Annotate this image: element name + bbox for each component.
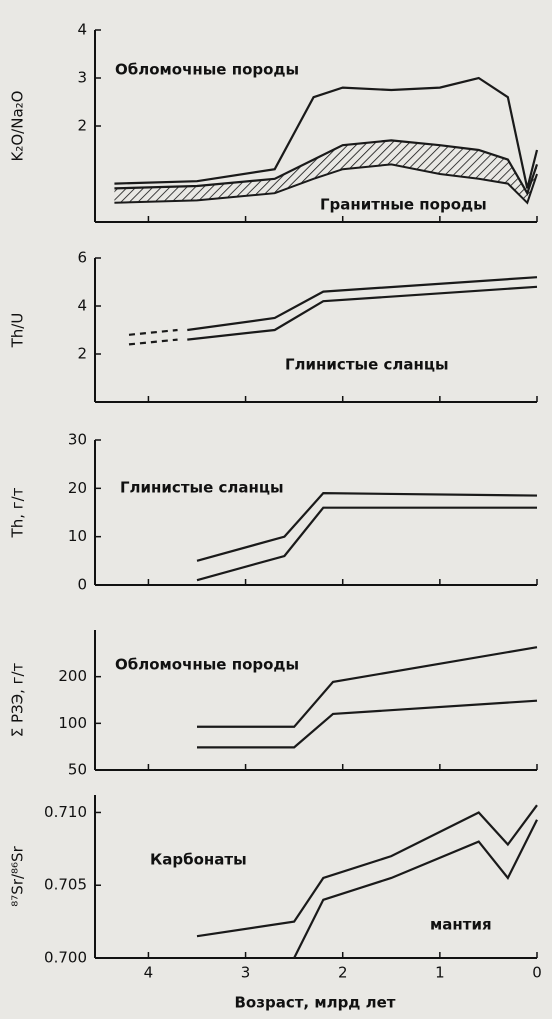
line (187, 285, 538, 341)
band-fill (114, 140, 537, 203)
line (114, 76, 539, 189)
line (293, 819, 538, 959)
band-lower (114, 163, 538, 205)
y-tick-label: 200 (58, 667, 87, 685)
line (114, 139, 539, 196)
x-tick-label: 2 (338, 964, 348, 982)
y-tick-label: 0.705 (44, 876, 87, 894)
y-axis-label: K₂O/Na₂O (9, 91, 27, 162)
y-tick-label: 0 (77, 576, 87, 594)
annotation: Обломочные породы (115, 61, 299, 79)
y-axis-label: ⁸⁷Sr/⁸⁶Sr (9, 845, 27, 906)
line (128, 338, 178, 346)
x-tick-label: 1 (435, 964, 445, 982)
y-tick-label: 0.700 (44, 949, 87, 967)
y-axis-label: Th/U (9, 313, 27, 349)
line (187, 276, 538, 332)
annotation: мантия (430, 916, 492, 934)
y-axis-label: Σ РЗЭ, г/т (9, 662, 27, 737)
y-tick-label: 100 (58, 714, 87, 732)
y-axis-label: Th, г/т (9, 487, 27, 538)
line (197, 699, 538, 749)
line (196, 804, 538, 938)
y-tick-label: 50 (68, 761, 87, 779)
y-tick-label: 6 (77, 249, 87, 267)
y-tick-label: 2 (77, 117, 87, 135)
x-tick-label: 0 (532, 964, 542, 982)
x-tick-label: 4 (144, 964, 154, 982)
annotation: Глинистые сланцы (120, 479, 284, 497)
line (196, 492, 538, 562)
y-tick-label: 0.710 (44, 803, 87, 821)
x-axis-label: Возраст, млрд лет (235, 994, 396, 1012)
y-tick-label: 4 (77, 21, 87, 39)
line (128, 328, 178, 336)
y-tick-label: 20 (68, 479, 87, 497)
annotation: Глинистые сланцы (285, 356, 449, 374)
annotation: Карбонаты (150, 851, 247, 869)
line (197, 646, 538, 728)
line (196, 506, 537, 582)
y-tick-label: 4 (77, 297, 87, 315)
annotation: Гранитные породы (320, 196, 487, 214)
y-tick-label: 2 (77, 345, 87, 363)
y-tick-label: 10 (68, 527, 87, 545)
x-tick-label: 3 (241, 964, 251, 982)
annotation: Обломочные породы (115, 656, 299, 674)
y-tick-label: 30 (68, 431, 87, 449)
y-tick-label: 3 (77, 69, 87, 87)
